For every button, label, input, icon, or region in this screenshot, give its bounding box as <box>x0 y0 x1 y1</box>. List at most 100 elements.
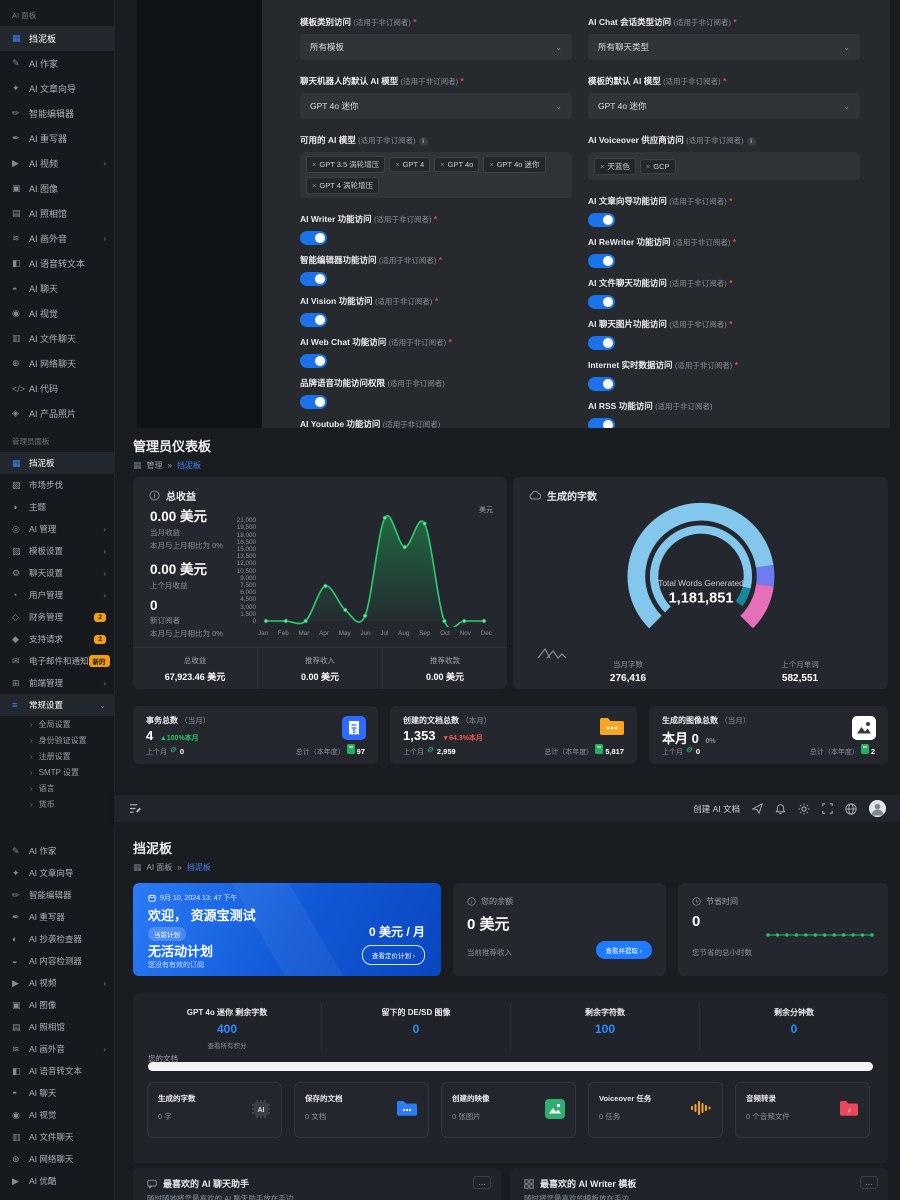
withdraw-button[interactable]: 查看并提取 › <box>595 941 652 959</box>
sidebar-item-rewriter[interactable]: ✒ AI 重写器 <box>0 126 114 151</box>
sidebar-item-filechat[interactable]: ▥ AI 文件聊天 <box>0 1126 114 1148</box>
create-ai-doc-button[interactable]: 创建 AI 文档 <box>693 803 740 814</box>
sidebar-item-frontend[interactable]: ⊞ 前端管理 › <box>0 672 114 694</box>
sidebar-item-image[interactable]: ▣ AI 图像 <box>0 994 114 1016</box>
select-field[interactable]: GPT 4o 迷你 ⌄ <box>300 93 572 119</box>
sidebar-item-chatset[interactable]: ⚙ 聊天设置 › <box>0 562 114 584</box>
view-pricing-button[interactable]: 查看定价计划 › <box>362 945 425 965</box>
select-field[interactable]: 所有聊天类型 ⌄ <box>588 34 860 60</box>
sidebar-item-voiceover[interactable]: ≋ AI 画外音 › <box>0 1038 114 1060</box>
sidebar-item-vision[interactable]: ◉ AI 视觉 <box>0 301 114 326</box>
view-credits-link[interactable]: 查看所有积分 <box>207 1043 247 1050</box>
remove-tag-icon[interactable]: × <box>645 161 651 171</box>
sidebar-item-theme[interactable]: ◑ 主题 <box>0 496 114 518</box>
sidebar-item-rss[interactable]: ∿AI RSS <box>0 1192 114 1200</box>
sidebar-item-product[interactable]: ◈ AI 产品照片 <box>0 401 114 426</box>
toggle-switch[interactable] <box>300 313 327 327</box>
breadcrumb-current[interactable]: 挡泥板 <box>176 461 201 470</box>
sidebar-item-webchat[interactable]: ⊕ AI 网络聊天 <box>0 351 114 376</box>
sidebar-item-template[interactable]: ▧ 模板设置 › <box>0 540 114 562</box>
remove-tag-icon[interactable]: × <box>489 160 494 169</box>
sidebar-item-writer[interactable]: ✎ AI 作家 <box>0 840 114 862</box>
remove-tag-icon[interactable]: × <box>440 160 445 169</box>
sidebar-item-ai[interactable]: ◎ AI 管理 › <box>0 518 114 540</box>
sidebar-item-finance[interactable]: ◇ 财务管理 2 <box>0 606 114 628</box>
sidebar-subitem[interactable]: SMTP 设置 <box>0 764 114 780</box>
sidebar-item-wizard[interactable]: ✦ AI 文章向导 <box>0 76 114 101</box>
sidebar-item-image[interactable]: ▣ AI 图像 <box>0 176 114 201</box>
tag-chip[interactable]: × GPT 4o <box>434 157 480 172</box>
avatar[interactable] <box>869 800 886 817</box>
tag-chip[interactable]: × GPT 3.5 涡轮增压 <box>306 156 386 173</box>
sidebar-item-mail[interactable]: ✉ 电子邮件和通知 新的 <box>0 650 114 672</box>
remove-tag-icon[interactable]: × <box>395 160 400 169</box>
list-edit-icon[interactable] <box>129 803 142 814</box>
toggle-switch[interactable] <box>588 295 615 309</box>
sidebar-subitem[interactable]: 语言 <box>0 780 114 796</box>
sidebar-item-youtube[interactable]: ▶ AI 优酷 <box>0 1170 114 1192</box>
remove-tag-icon[interactable]: × <box>312 160 317 169</box>
sidebar-item-detector[interactable]: ◒ AI 内容检测器 <box>0 950 114 972</box>
sidebar-item-filechat[interactable]: ▥ AI 文件聊天 <box>0 326 114 351</box>
toggle-switch[interactable] <box>300 272 327 286</box>
sidebar-item-writer[interactable]: ✎ AI 作家 <box>0 51 114 76</box>
sidebar-item-support[interactable]: ◆ 支持请求 2 <box>0 628 114 650</box>
remove-tag-icon[interactable]: × <box>600 161 605 171</box>
sidebar-item-gallery[interactable]: ▤ AI 照相馆 <box>0 1016 114 1038</box>
sidebar-item-code[interactable]: </> AI 代码 <box>0 376 114 401</box>
tags-field[interactable]: × GPT 3.5 涡轮增压 × GPT 4 × GPT 4o × GPT 4o 迷你 × GPT… <box>300 152 572 198</box>
bell-icon[interactable] <box>775 803 786 815</box>
sidebar-item-users[interactable]: ◔ 用户管理 › <box>0 584 114 606</box>
sidebar-item-label: AI 图像 <box>29 184 59 194</box>
globe-icon[interactable] <box>845 802 857 815</box>
sidebar-item-settings[interactable]: ≡ 常规设置 ⌄ <box>0 694 114 716</box>
tag-chip[interactable]: × 天蓝色 <box>594 157 636 175</box>
sidebar-item-vision[interactable]: ◉ AI 视觉 <box>0 1104 114 1126</box>
sun-icon[interactable] <box>798 802 810 815</box>
breadcrumb-current[interactable]: 挡泥板 <box>186 863 211 872</box>
sidebar-item-dashboard[interactable]: ▦ 挡泥板 <box>0 26 114 51</box>
toggle-switch[interactable] <box>588 336 615 350</box>
send-icon[interactable] <box>752 803 763 814</box>
sidebar-item-editor[interactable]: ✏ 智能编辑器 <box>0 884 114 906</box>
sidebar-item-speech[interactable]: ◧ AI 语音转文本 <box>0 1060 114 1082</box>
select-field[interactable]: 所有模板 ⌄ <box>300 34 572 60</box>
sidebar-item-chat[interactable]: ◓ AI 聊天 <box>0 276 114 301</box>
more-options-button[interactable]: … <box>860 1176 878 1189</box>
breadcrumb-parent[interactable]: AI 面板 <box>146 863 173 872</box>
sidebar-item-dashboard[interactable]: ▦ 挡泥板 <box>0 452 114 474</box>
sidebar-subitem[interactable]: 全局设置 <box>0 716 114 732</box>
tag-chip[interactable]: × GPT 4 <box>389 157 431 172</box>
sidebar-item-chat[interactable]: ◓ AI 聊天 <box>0 1082 114 1104</box>
sidebar-item-label: AI 文章向导 <box>29 868 74 878</box>
remove-tag-icon[interactable]: × <box>312 181 317 190</box>
sidebar-item-wizard[interactable]: ✦ AI 文章向导 <box>0 862 114 884</box>
toggle-switch[interactable] <box>588 254 615 268</box>
toggle-switch[interactable] <box>300 395 327 409</box>
tag-chip[interactable]: × GPT 4o 迷你 <box>483 156 546 173</box>
toggle-switch[interactable] <box>300 354 327 368</box>
select-field[interactable]: GPT 4o 迷你 ⌄ <box>588 93 860 119</box>
sidebar-item-voiceover[interactable]: ≋ AI 画外音 › <box>0 226 114 251</box>
tag-chip[interactable]: × GPT 4 涡轮增压 <box>306 177 380 194</box>
sidebar-item-video[interactable]: ▶ AI 视频 › <box>0 972 114 994</box>
sidebar-item-gallery[interactable]: ▤ AI 照相馆 <box>0 201 114 226</box>
tag-chip[interactable]: × GCP <box>639 158 676 174</box>
sidebar-item-speech[interactable]: ◧ AI 语音转文本 <box>0 251 114 276</box>
sidebar-item-plagiarism[interactable]: ◐ AI 抄袭检查器 <box>0 928 114 950</box>
sidebar-item-market[interactable]: ▨ 市场步伐 <box>0 474 114 496</box>
tags-field[interactable]: × 天蓝色 × GCP <box>588 152 860 180</box>
sidebar-item-rewriter[interactable]: ✒ AI 重写器 <box>0 906 114 928</box>
fullscreen-icon[interactable] <box>822 803 833 814</box>
sidebar-item-editor[interactable]: ✏ 智能编辑器 <box>0 101 114 126</box>
sidebar-subitem[interactable]: 注册设置 <box>0 748 114 764</box>
sidebar-subitem[interactable]: 货币 <box>0 796 114 812</box>
toggle-switch[interactable] <box>588 213 615 227</box>
sidebar-subitem[interactable]: 身份验证设置 <box>0 732 114 748</box>
sidebar-item-video[interactable]: ▶ AI 视频 › <box>0 151 114 176</box>
toggle-switch[interactable] <box>300 231 327 245</box>
more-options-button[interactable]: … <box>473 1176 491 1189</box>
toggle-switch[interactable] <box>588 377 615 391</box>
sidebar-item-webchat[interactable]: ⊕ AI 网络聊天 <box>0 1148 114 1170</box>
breadcrumb-parent[interactable]: 管理 <box>146 461 163 470</box>
